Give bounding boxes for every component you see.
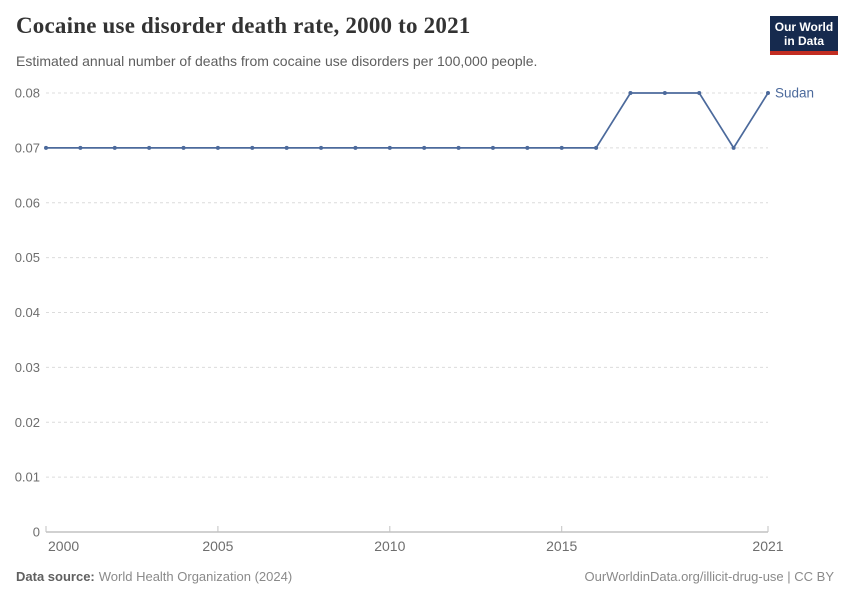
data-point[interactable] (78, 145, 83, 150)
data-point[interactable] (387, 145, 392, 150)
y-tick-label: 0.05 (15, 250, 40, 265)
data-point[interactable] (766, 91, 770, 95)
x-tick-label: 2000 (48, 538, 79, 554)
data-point[interactable] (731, 145, 736, 150)
y-tick-label: 0.03 (15, 360, 40, 375)
data-source: Data source: World Health Organization (2… (16, 569, 292, 584)
chart-title: Cocaine use disorder death rate, 2000 to… (16, 13, 471, 38)
series-label[interactable]: Sudan (775, 86, 814, 101)
data-point[interactable] (319, 145, 324, 150)
x-tick-label: 2021 (752, 538, 783, 554)
data-point[interactable] (353, 145, 358, 150)
owid-logo-line2: in Data (783, 34, 824, 48)
y-tick-label: 0.06 (15, 195, 40, 210)
data-point[interactable] (628, 91, 633, 95)
y-tick-label: 0.01 (15, 470, 40, 485)
credit-link[interactable]: OurWorldinData.org/illicit-drug-use | CC… (584, 569, 835, 584)
owid-logo-line1: Our World (774, 20, 834, 34)
data-line[interactable] (45, 92, 769, 149)
owid-logo[interactable]: Our World in Data (770, 16, 838, 55)
y-tick-label: 0 (33, 525, 40, 540)
data-point[interactable] (559, 145, 564, 150)
data-point[interactable] (44, 145, 48, 150)
data-point[interactable] (215, 145, 220, 150)
data-point[interactable] (490, 145, 495, 150)
y-tick-label: 0.02 (15, 415, 40, 430)
y-tick-label: 0.08 (15, 86, 40, 101)
y-tick-label: 0.04 (15, 305, 40, 320)
x-tick-label: 2010 (374, 538, 405, 554)
x-tick-label: 2015 (546, 538, 577, 554)
data-point[interactable] (112, 145, 117, 150)
data-point[interactable] (456, 145, 461, 150)
data-point[interactable] (697, 91, 702, 95)
data-point[interactable] (147, 145, 152, 150)
data-point[interactable] (181, 145, 186, 150)
chart-subtitle: Estimated annual number of deaths from c… (16, 53, 538, 69)
data-source-text: World Health Organization (2024) (98, 569, 293, 584)
data-point[interactable] (250, 145, 255, 150)
data-source-label: Data source: (16, 569, 95, 584)
chart-footer: Data source: World Health Organization (2… (16, 569, 834, 584)
x-tick-label: 2005 (202, 538, 233, 554)
data-point[interactable] (594, 145, 599, 150)
data-point[interactable] (525, 145, 530, 150)
data-point[interactable] (422, 145, 427, 150)
data-point[interactable] (662, 91, 667, 95)
y-tick-label: 0.07 (15, 140, 40, 155)
data-point[interactable] (284, 145, 289, 150)
